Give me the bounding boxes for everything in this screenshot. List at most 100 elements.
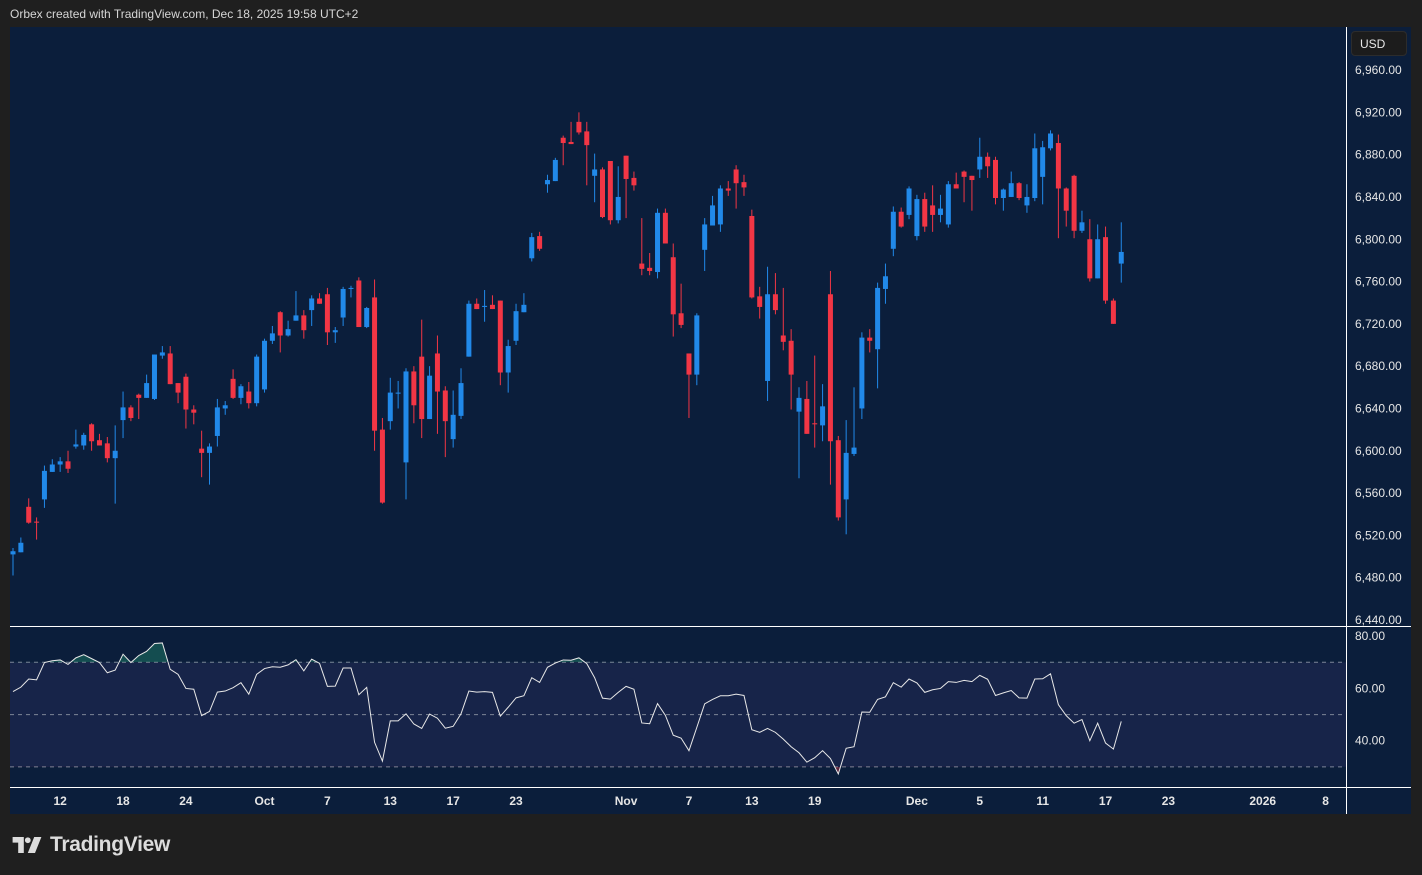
candle-body [529,237,535,259]
candle-body [96,440,102,446]
candle-body [702,224,708,250]
candle-body [1071,175,1077,231]
candle-body [749,215,755,298]
candle-up [615,166,621,224]
candle-up [207,443,212,485]
candlestick-chart[interactable]: 6,960.00 6,920.00 6,880.00 6,840.00 6,800.00… [10,27,1411,814]
price-tick-label: 6,840.00 [1355,190,1402,204]
time-tick-label: 7 [324,794,331,808]
time-tick-label: 23 [509,794,523,808]
candle-down [497,300,503,386]
price-tick-label: 6,680.00 [1355,359,1402,373]
candle-body [497,300,503,373]
candle-up [710,195,716,226]
price-tick-label: 6,880.00 [1355,148,1402,162]
candle-down [993,156,998,205]
candle-body [191,409,197,413]
candle-body [733,169,739,184]
candle-body [741,182,747,188]
candle-down [372,279,378,451]
candle-up [285,320,291,337]
candle-down [600,167,605,219]
candle-up [254,354,260,407]
candle-body [340,288,346,318]
candle-up [57,457,63,472]
candle-up [112,425,118,504]
candle-up [937,194,943,223]
candle-up [544,174,550,193]
chart-caption: Orbex created with TradingView.com, Dec … [10,7,359,21]
candle-down [788,329,794,410]
candle-down [1063,187,1069,227]
candle-body [144,383,150,398]
candle-body [395,392,401,394]
rsi-tick-label: 80.00 [1355,629,1385,643]
candle-body [945,184,951,225]
candle-down [65,450,71,473]
candle-up [906,186,912,220]
candle-body [937,208,943,215]
candle-down [576,112,582,135]
candle-up [41,465,47,508]
candle-body [230,378,236,398]
candle-body [49,464,55,472]
candle-body [584,131,590,146]
candle-body [1048,133,1054,149]
candle-body [623,155,629,179]
candle-body [544,180,550,185]
price-tick-label: 6,800.00 [1355,232,1402,246]
candle-body [985,156,991,167]
candle-body [631,177,637,186]
rsi-overbought-fill [45,642,585,663]
candle-body [780,335,786,342]
candle-down [607,160,613,225]
candle-down [230,369,236,399]
candle-body [269,333,275,341]
candle-body [914,199,920,237]
candle-body [364,307,370,328]
candle-down [167,346,173,385]
candle-up [820,384,826,442]
candle-down [356,277,362,328]
candle-down [930,185,936,232]
candle-up [1000,188,1006,211]
candle-body [930,205,936,215]
logo-text: TradingView [50,833,171,856]
chart-area[interactable]: 6,960.00 6,920.00 6,880.00 6,840.00 6,800.00… [10,27,1411,814]
candle-down [953,172,959,189]
candle-body [285,329,291,336]
currency-button[interactable]: USD [1351,31,1407,56]
candle-body [183,376,189,410]
candle-up [1040,140,1046,205]
candle-body [576,121,582,133]
candle-down [277,311,283,353]
candle-down [183,373,189,429]
candle-up [427,366,433,420]
candle-body [112,450,118,459]
candle-body [505,346,511,373]
time-tick-label: 8 [1322,794,1329,808]
price-tick-label: 6,640.00 [1355,401,1402,415]
candle-body [434,353,440,392]
candle-body [537,236,543,249]
candle-up [1095,224,1101,279]
candle-body [961,171,967,177]
candle-body [772,294,778,311]
candle-up [269,325,275,344]
candle-up [529,232,535,262]
price-tick-label: 6,520.00 [1355,528,1402,542]
candle-down [812,355,818,448]
candle-body [207,446,212,453]
candle-up [458,368,464,420]
time-tick-label: 19 [808,794,822,808]
tradingview-logo[interactable]: TradingView [12,833,170,857]
time-tick-label: 12 [53,794,67,808]
candle-up [395,380,401,409]
price-tick-label: 6,600.00 [1355,444,1402,458]
candle-down [835,435,841,521]
candle-down [104,437,110,463]
candle-up [513,303,519,346]
candle-down [804,380,810,434]
candle-body [859,337,865,409]
candle-body [482,305,488,307]
